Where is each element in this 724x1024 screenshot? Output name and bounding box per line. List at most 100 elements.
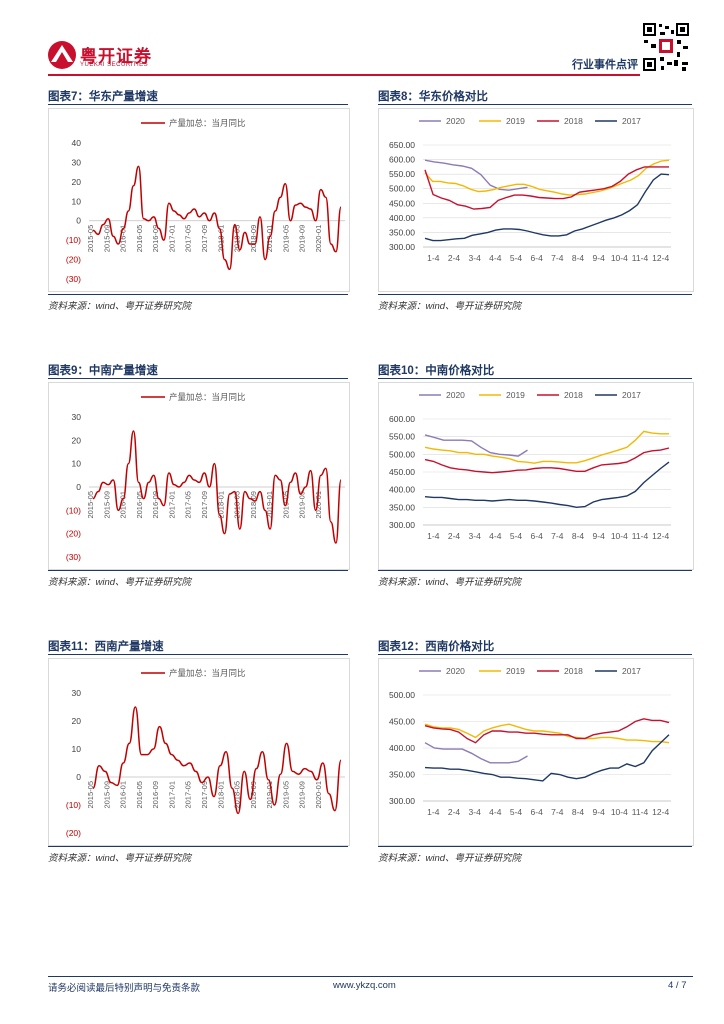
y-tick-label: 0	[76, 482, 81, 492]
x-tick-label: 10-4	[611, 807, 628, 817]
x-tick-label: 8-4	[572, 807, 585, 817]
series-line-2020	[424, 159, 528, 191]
x-tick-label: 8-4	[572, 531, 585, 541]
chart-title-c8: 图表8：华东价格对比	[378, 91, 488, 103]
x-tick-label: 3-4	[469, 531, 482, 541]
series-line-2018	[424, 447, 670, 474]
x-tick-label: 5-4	[510, 807, 523, 817]
x-tick-label: 4-4	[489, 253, 502, 263]
y-tick-label: (20)	[66, 255, 81, 265]
chart-panel-c9: 30 20 10 0 (10) (20) (30) 产量加总：当月同比 2015-05 2015-…	[48, 382, 350, 570]
footer-divider	[48, 976, 693, 977]
x-tick-label: 2016-01	[119, 225, 128, 253]
x-tick-label: 12-4	[652, 253, 669, 263]
y-tick-label: 650.00	[389, 140, 415, 150]
series-line-2019	[424, 159, 670, 196]
footer-website-link[interactable]: www.ykzq.com	[333, 980, 396, 991]
y-tick-label: 450.00	[389, 467, 415, 477]
y-tick-label: 600.00	[389, 155, 415, 165]
source-c9: 资料来源：wind、粤开证券研究院	[48, 577, 192, 588]
legend-label: 产量加总：当月同比	[169, 118, 246, 128]
x-tick-label: 4-4	[489, 531, 502, 541]
footer-disclaimer: 请务必阅读最后特别声明与免责条款	[48, 983, 201, 994]
x-tick-label: 10-4	[611, 253, 628, 263]
chart-title-c7: 图表7：华东产量增速	[48, 91, 158, 103]
series-line-2018	[424, 166, 669, 210]
x-tick-label: 2020-01	[314, 491, 323, 519]
x-tick-label: 6-4	[531, 531, 544, 541]
source-c11: 资料来源：wind、粤开证券研究院	[48, 853, 192, 864]
x-tick-label: 2019-09	[298, 225, 307, 253]
source-c12: 资料来源：wind、粤开证券研究院	[378, 853, 522, 864]
legend-label: 产量加总：当月同比	[169, 668, 246, 678]
y-tick-label: 400.00	[389, 743, 415, 753]
x-tick-label: 9-4	[593, 807, 606, 817]
y-tick-label: 500.00	[389, 184, 415, 194]
chart-c8: 650.00 600.00 550.00 500.00 450.00 400.00 350.…	[389, 116, 671, 263]
x-tick-label: 2015-09	[102, 225, 111, 253]
x-tick-label: 2016-09	[151, 225, 160, 253]
source-rule	[378, 570, 692, 571]
chart-title-c12: 图表12：西南价格对比	[378, 641, 495, 653]
x-tick-label: 2018-09	[249, 491, 258, 519]
x-tick-label: 2017-01	[167, 491, 176, 519]
x-tick-label: 2015-05	[86, 781, 95, 809]
legend-label-2020: 2020	[446, 666, 465, 676]
x-tick-label: 2018-09	[249, 781, 258, 809]
x-tick-label: 2-4	[448, 807, 461, 817]
series-line-2019	[424, 723, 670, 744]
source-c8: 资料来源：wind、粤开证券研究院	[378, 301, 522, 312]
x-tick-label: 11-4	[632, 531, 649, 541]
source-rule	[378, 294, 692, 295]
x-tick-label: 2016-01	[119, 491, 128, 519]
x-tick-label: 2019-01	[265, 781, 274, 809]
x-tick-label: 6-4	[531, 253, 544, 263]
legend-label-2019: 2019	[506, 390, 525, 400]
page-header: 粤开证券 YUEKAI SECURITIES 行业事件点评	[0, 0, 724, 80]
series-line-2017	[424, 461, 670, 509]
chart-c7: 40 30 20 10 0 (10) (20) (30) 产量加总：当月同比 2015-05 201…	[66, 118, 345, 284]
series-line-growth	[92, 430, 342, 544]
y-tick-label: (20)	[66, 529, 81, 539]
title-rule	[378, 654, 692, 655]
x-tick-label: 2015-09	[102, 491, 111, 519]
chart-panel-c7: 40 30 20 10 0 (10) (20) (30) 产量加总：当月同比 2015-05 201…	[48, 108, 350, 292]
x-tick-label: 2017-09	[200, 781, 209, 809]
y-tick-label: 350.00	[389, 770, 415, 780]
x-tick-label: 9-4	[593, 531, 606, 541]
y-tick-label: 10	[72, 196, 82, 206]
source-c10: 资料来源：wind、粤开证券研究院	[378, 577, 522, 588]
series-line-2020	[424, 742, 528, 764]
x-tick-label: 2020-01	[314, 225, 323, 253]
legend-label-2018: 2018	[564, 666, 583, 676]
x-tick-label: 2019-09	[298, 491, 307, 519]
source-rule	[48, 846, 348, 847]
source-rule	[48, 294, 348, 295]
y-tick-label: 10	[72, 744, 82, 754]
y-tick-label: 400.00	[389, 213, 415, 223]
x-tick-label: 2018-01	[216, 225, 225, 253]
y-tick-label: 500.00	[389, 690, 415, 700]
header-divider	[48, 74, 640, 76]
x-tick-label: 11-4	[632, 807, 649, 817]
x-tick-label: 2015-09	[102, 781, 111, 809]
y-tick-label: 350.00	[389, 227, 415, 237]
brand-name-en: YUEKAI SECURITIES	[80, 62, 149, 68]
chart-panel-c12: 500.00 450.00 400.00 350.00 300.00 2020 2019 20…	[378, 658, 694, 846]
legend-label: 产量加总：当月同比	[169, 392, 246, 402]
y-tick-label: 0	[76, 772, 81, 782]
x-tick-label: 2019-01	[265, 225, 274, 253]
y-tick-label: (30)	[66, 552, 81, 562]
y-tick-label: (10)	[66, 505, 81, 515]
x-tick-label: 2019-09	[298, 781, 307, 809]
chart-c10: 600.00 550.00 500.00 450.00 400.00 350.00 300.…	[389, 390, 671, 541]
x-tick-label: 6-4	[531, 807, 544, 817]
series-line-growth	[92, 165, 342, 271]
y-tick-label: (10)	[66, 800, 81, 810]
x-tick-label: 2-4	[448, 531, 461, 541]
y-tick-label: 450.00	[389, 717, 415, 727]
x-tick-label: 9-4	[593, 253, 606, 263]
source-rule	[378, 846, 692, 847]
y-tick-label: 400.00	[389, 485, 415, 495]
x-tick-label: 11-4	[632, 253, 649, 263]
